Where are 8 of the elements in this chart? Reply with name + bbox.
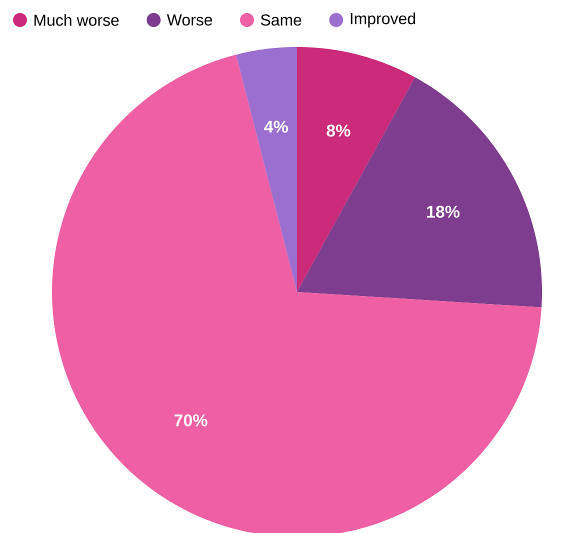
data-label: 4% xyxy=(264,120,288,133)
legend-label: Worse xyxy=(166,14,212,26)
legend-label: Improved xyxy=(350,12,416,28)
data-label: 8% xyxy=(326,124,350,137)
data-label: 18% xyxy=(427,206,460,218)
legend-label: Much worse xyxy=(34,14,119,26)
data-label: 70% xyxy=(174,414,208,426)
legend-label: Same xyxy=(260,14,302,26)
